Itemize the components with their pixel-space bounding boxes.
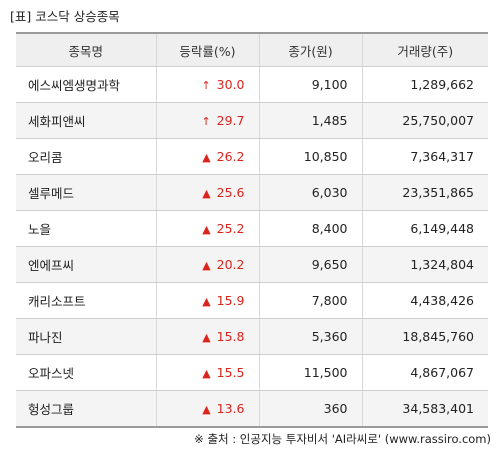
table-row: 엔에프씨 ▲ 20.2 9,650 1,324,804 xyxy=(16,246,488,283)
change-rate: ▲ 20.2 xyxy=(155,246,259,283)
change-rate: ▲ 13.6 xyxy=(155,390,259,427)
table-row: 오리콤 ▲ 26.2 10,850 7,364,317 xyxy=(16,138,488,175)
trade-volume: 23,351,865 xyxy=(361,174,488,211)
header-price: 종가(원) xyxy=(258,33,362,67)
closing-price: 9,100 xyxy=(258,66,362,103)
change-rate: ↑ 29.7 xyxy=(155,102,259,139)
header-volume: 거래량(주) xyxy=(361,33,488,67)
closing-price: 5,360 xyxy=(258,318,362,355)
table-header-row: 종목명 등락률(%) 종가(원) 거래량(주) xyxy=(16,33,488,67)
closing-price: 9,650 xyxy=(258,246,362,283)
up-arrow-icon: ▲ xyxy=(202,403,211,416)
change-rate-value: 25.2 xyxy=(216,221,245,236)
source-note: ※ 출처 : 인공지능 투자비서 'AI라씨로' (www.rassiro.co… xyxy=(194,432,491,446)
up-arrow-icon: ▲ xyxy=(202,187,211,200)
change-rate: ▲ 25.6 xyxy=(155,174,259,211)
up-arrow-icon: ▲ xyxy=(202,223,211,236)
table-row: 에스씨엠생명과학 ↑ 30.0 9,100 1,289,662 xyxy=(16,66,488,103)
table-row: 세화피앤씨 ↑ 29.7 1,485 25,750,007 xyxy=(16,102,488,139)
closing-price: 360 xyxy=(258,390,362,427)
trade-volume: 6,149,448 xyxy=(361,210,488,247)
closing-price: 10,850 xyxy=(258,138,362,175)
closing-price: 11,500 xyxy=(258,354,362,391)
stock-table-container: 종목명 등락률(%) 종가(원) 거래량(주) 에스씨엠생명과학 ↑ 30.0 9,1… xyxy=(16,32,488,428)
stock-name: 파나진 xyxy=(16,318,156,355)
change-rate-value: 15.8 xyxy=(216,329,245,344)
stock-name: 헝성그룹 xyxy=(16,390,156,427)
change-rate: ▲ 15.9 xyxy=(155,282,259,319)
stock-name: 에스씨엠생명과학 xyxy=(16,66,156,103)
change-rate-value: 13.6 xyxy=(216,401,245,416)
stock-name: 노을 xyxy=(16,210,156,247)
table-row: 노을 ▲ 25.2 8,400 6,149,448 xyxy=(16,210,488,247)
stock-name: 캐리소프트 xyxy=(16,282,156,319)
change-rate-value: 15.5 xyxy=(216,365,245,380)
trade-volume: 18,845,760 xyxy=(361,318,488,355)
change-rate-value: 25.6 xyxy=(216,185,245,200)
up-arrow-icon: ↑ xyxy=(201,79,211,92)
table-row: 셀루메드 ▲ 25.6 6,030 23,351,865 xyxy=(16,174,488,211)
trade-volume: 25,750,007 xyxy=(361,102,488,139)
trade-volume: 1,324,804 xyxy=(361,246,488,283)
table-row: 오파스넷 ▲ 15.5 11,500 4,867,067 xyxy=(16,354,488,391)
trade-volume: 7,364,317 xyxy=(361,138,488,175)
up-arrow-icon: ▲ xyxy=(202,331,211,344)
up-arrow-icon: ▲ xyxy=(202,295,211,308)
change-rate: ▲ 15.8 xyxy=(155,318,259,355)
trade-volume: 1,289,662 xyxy=(361,66,488,103)
change-rate-value: 30.0 xyxy=(216,77,245,92)
change-rate-value: 20.2 xyxy=(216,257,245,272)
change-rate: ↑ 30.0 xyxy=(155,66,259,103)
closing-price: 8,400 xyxy=(258,210,362,247)
table-row: 파나진 ▲ 15.8 5,360 18,845,760 xyxy=(16,318,488,355)
change-rate: ▲ 26.2 xyxy=(155,138,259,175)
change-rate-value: 26.2 xyxy=(216,149,245,164)
up-arrow-icon: ▲ xyxy=(202,367,211,380)
change-rate-value: 29.7 xyxy=(216,113,245,128)
change-rate: ▲ 15.5 xyxy=(155,354,259,391)
closing-price: 1,485 xyxy=(258,102,362,139)
up-arrow-icon: ▲ xyxy=(202,259,211,272)
table-row: 캐리소프트 ▲ 15.9 7,800 4,438,426 xyxy=(16,282,488,319)
up-arrow-icon: ↑ xyxy=(201,115,211,128)
closing-price: 7,800 xyxy=(258,282,362,319)
stock-table: 종목명 등락률(%) 종가(원) 거래량(주) 에스씨엠생명과학 ↑ 30.0 9,1… xyxy=(16,32,488,428)
header-rate: 등락률(%) xyxy=(155,33,259,67)
stock-name: 오파스넷 xyxy=(16,354,156,391)
trade-volume: 4,867,067 xyxy=(361,354,488,391)
closing-price: 6,030 xyxy=(258,174,362,211)
stock-name: 오리콤 xyxy=(16,138,156,175)
change-rate: ▲ 25.2 xyxy=(155,210,259,247)
header-name: 종목명 xyxy=(16,33,156,67)
change-rate-value: 15.9 xyxy=(216,293,245,308)
stock-name: 셀루메드 xyxy=(16,174,156,211)
trade-volume: 34,583,401 xyxy=(361,390,488,427)
page-title: [표] 코스닥 상승종목 xyxy=(10,9,120,24)
stock-name: 엔에프씨 xyxy=(16,246,156,283)
stock-name: 세화피앤씨 xyxy=(16,102,156,139)
trade-volume: 4,438,426 xyxy=(361,282,488,319)
up-arrow-icon: ▲ xyxy=(202,151,211,164)
table-row: 헝성그룹 ▲ 13.6 360 34,583,401 xyxy=(16,390,488,427)
